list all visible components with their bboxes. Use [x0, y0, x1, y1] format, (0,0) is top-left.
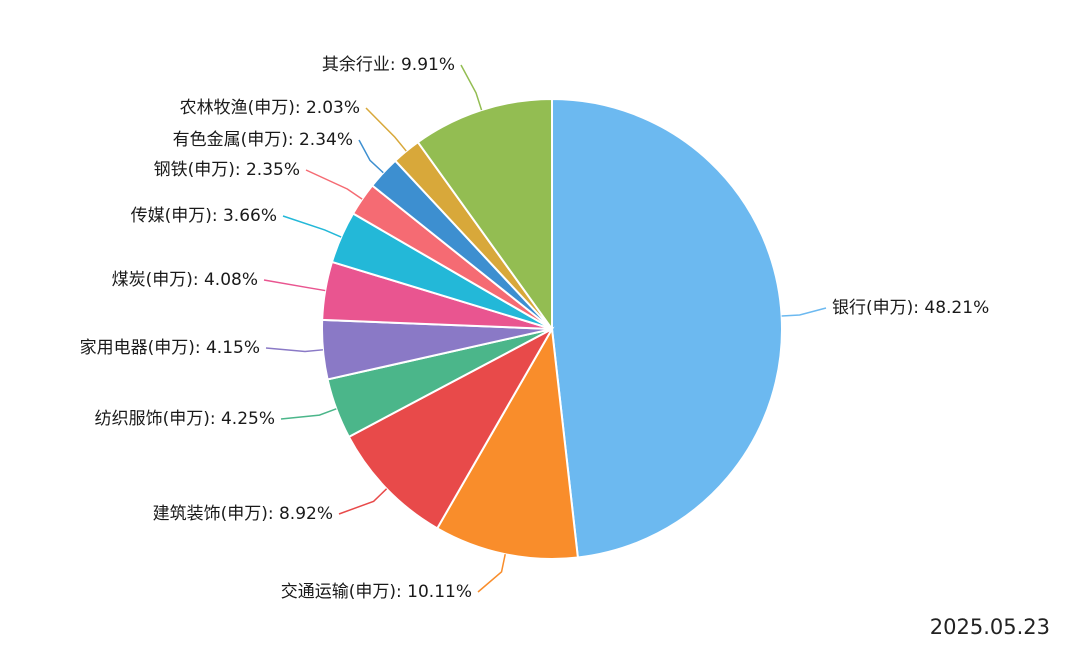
leader-line — [338, 488, 388, 515]
leader-line — [282, 215, 342, 238]
slice-label: 有色金属(申万): 2.34% — [173, 130, 353, 150]
pie-slice — [435, 325, 579, 560]
slice-label: 农林牧渔(申万): 2.03% — [180, 98, 360, 118]
leader-line — [460, 64, 483, 111]
slice-label: 交通运输(申万): 10.11% — [281, 582, 472, 602]
leader-line — [477, 554, 506, 593]
leader-line — [265, 347, 324, 353]
leader-line — [781, 307, 827, 317]
date: 2025.05.23 — [930, 615, 1050, 639]
leader-line — [263, 279, 326, 292]
leader-line — [280, 408, 337, 420]
slice-label: 煤炭(申万): 4.08% — [112, 270, 258, 290]
slice-label: 银行(申万): 48.21% — [832, 298, 989, 318]
leader-line — [365, 107, 407, 152]
slice-label: 其余行业: 9.91% — [322, 55, 455, 75]
pie-slice — [551, 97, 783, 559]
pie-slice — [347, 326, 555, 530]
leader-line — [305, 169, 363, 200]
slice-label: 建筑装饰(申万): 8.92% — [153, 504, 333, 524]
slice-label: 钢铁(申万): 2.35% — [154, 160, 300, 180]
slice-label: 传媒(申万): 3.66% — [131, 206, 277, 226]
slice-label: 家用电器(申万): 4.15% — [80, 338, 260, 358]
leader-line — [358, 139, 384, 174]
slice-label: 纺织服饰(申万): 4.25% — [95, 409, 275, 429]
